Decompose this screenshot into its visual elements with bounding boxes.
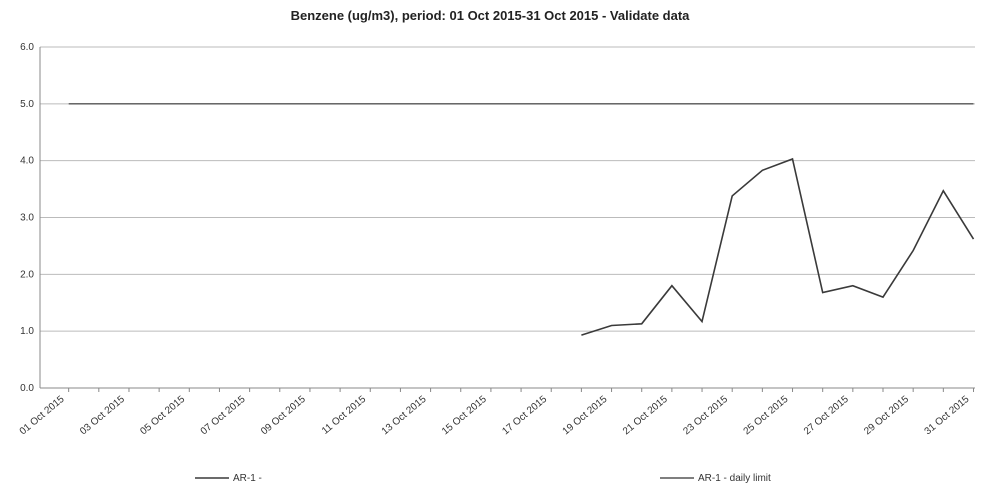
y-tick-label: 0.0 xyxy=(20,383,34,394)
y-tick-label: 2.0 xyxy=(20,269,34,280)
x-tick-label: 25 Oct 2015 xyxy=(742,394,791,438)
legend-label: AR-1 - daily limit xyxy=(698,473,771,484)
x-tick-label: 01 Oct 2015 xyxy=(18,394,67,438)
x-tick-label: 13 Oct 2015 xyxy=(380,394,429,438)
x-tick-label: 05 Oct 2015 xyxy=(138,394,187,438)
y-tick-label: 3.0 xyxy=(20,213,34,224)
x-tick-label: 31 Oct 2015 xyxy=(923,394,972,438)
x-tick-label: 27 Oct 2015 xyxy=(802,394,851,438)
x-tick-label: 07 Oct 2015 xyxy=(199,394,248,438)
y-tick-label: 5.0 xyxy=(20,99,34,110)
x-tick-label: 19 Oct 2015 xyxy=(561,394,610,438)
chart-title: Benzene (ug/m3), period: 01 Oct 2015-31 … xyxy=(291,8,691,23)
x-tick-label: 03 Oct 2015 xyxy=(78,394,127,438)
x-tick-label: 23 Oct 2015 xyxy=(681,394,730,438)
x-tick-label: 21 Oct 2015 xyxy=(621,394,670,438)
data-line xyxy=(581,157,975,336)
legend-label: AR-1 - xyxy=(233,473,262,484)
x-tick-label: 09 Oct 2015 xyxy=(259,394,308,438)
x-tick-label: 15 Oct 2015 xyxy=(440,394,489,438)
x-tick-label: 11 Oct 2015 xyxy=(320,394,369,437)
x-tick-label: 17 Oct 2015 xyxy=(500,394,549,438)
y-tick-label: 6.0 xyxy=(20,42,34,53)
y-tick-label: 4.0 xyxy=(20,156,34,167)
x-tick-label: 29 Oct 2015 xyxy=(862,394,911,438)
y-tick-label: 1.0 xyxy=(20,326,34,337)
